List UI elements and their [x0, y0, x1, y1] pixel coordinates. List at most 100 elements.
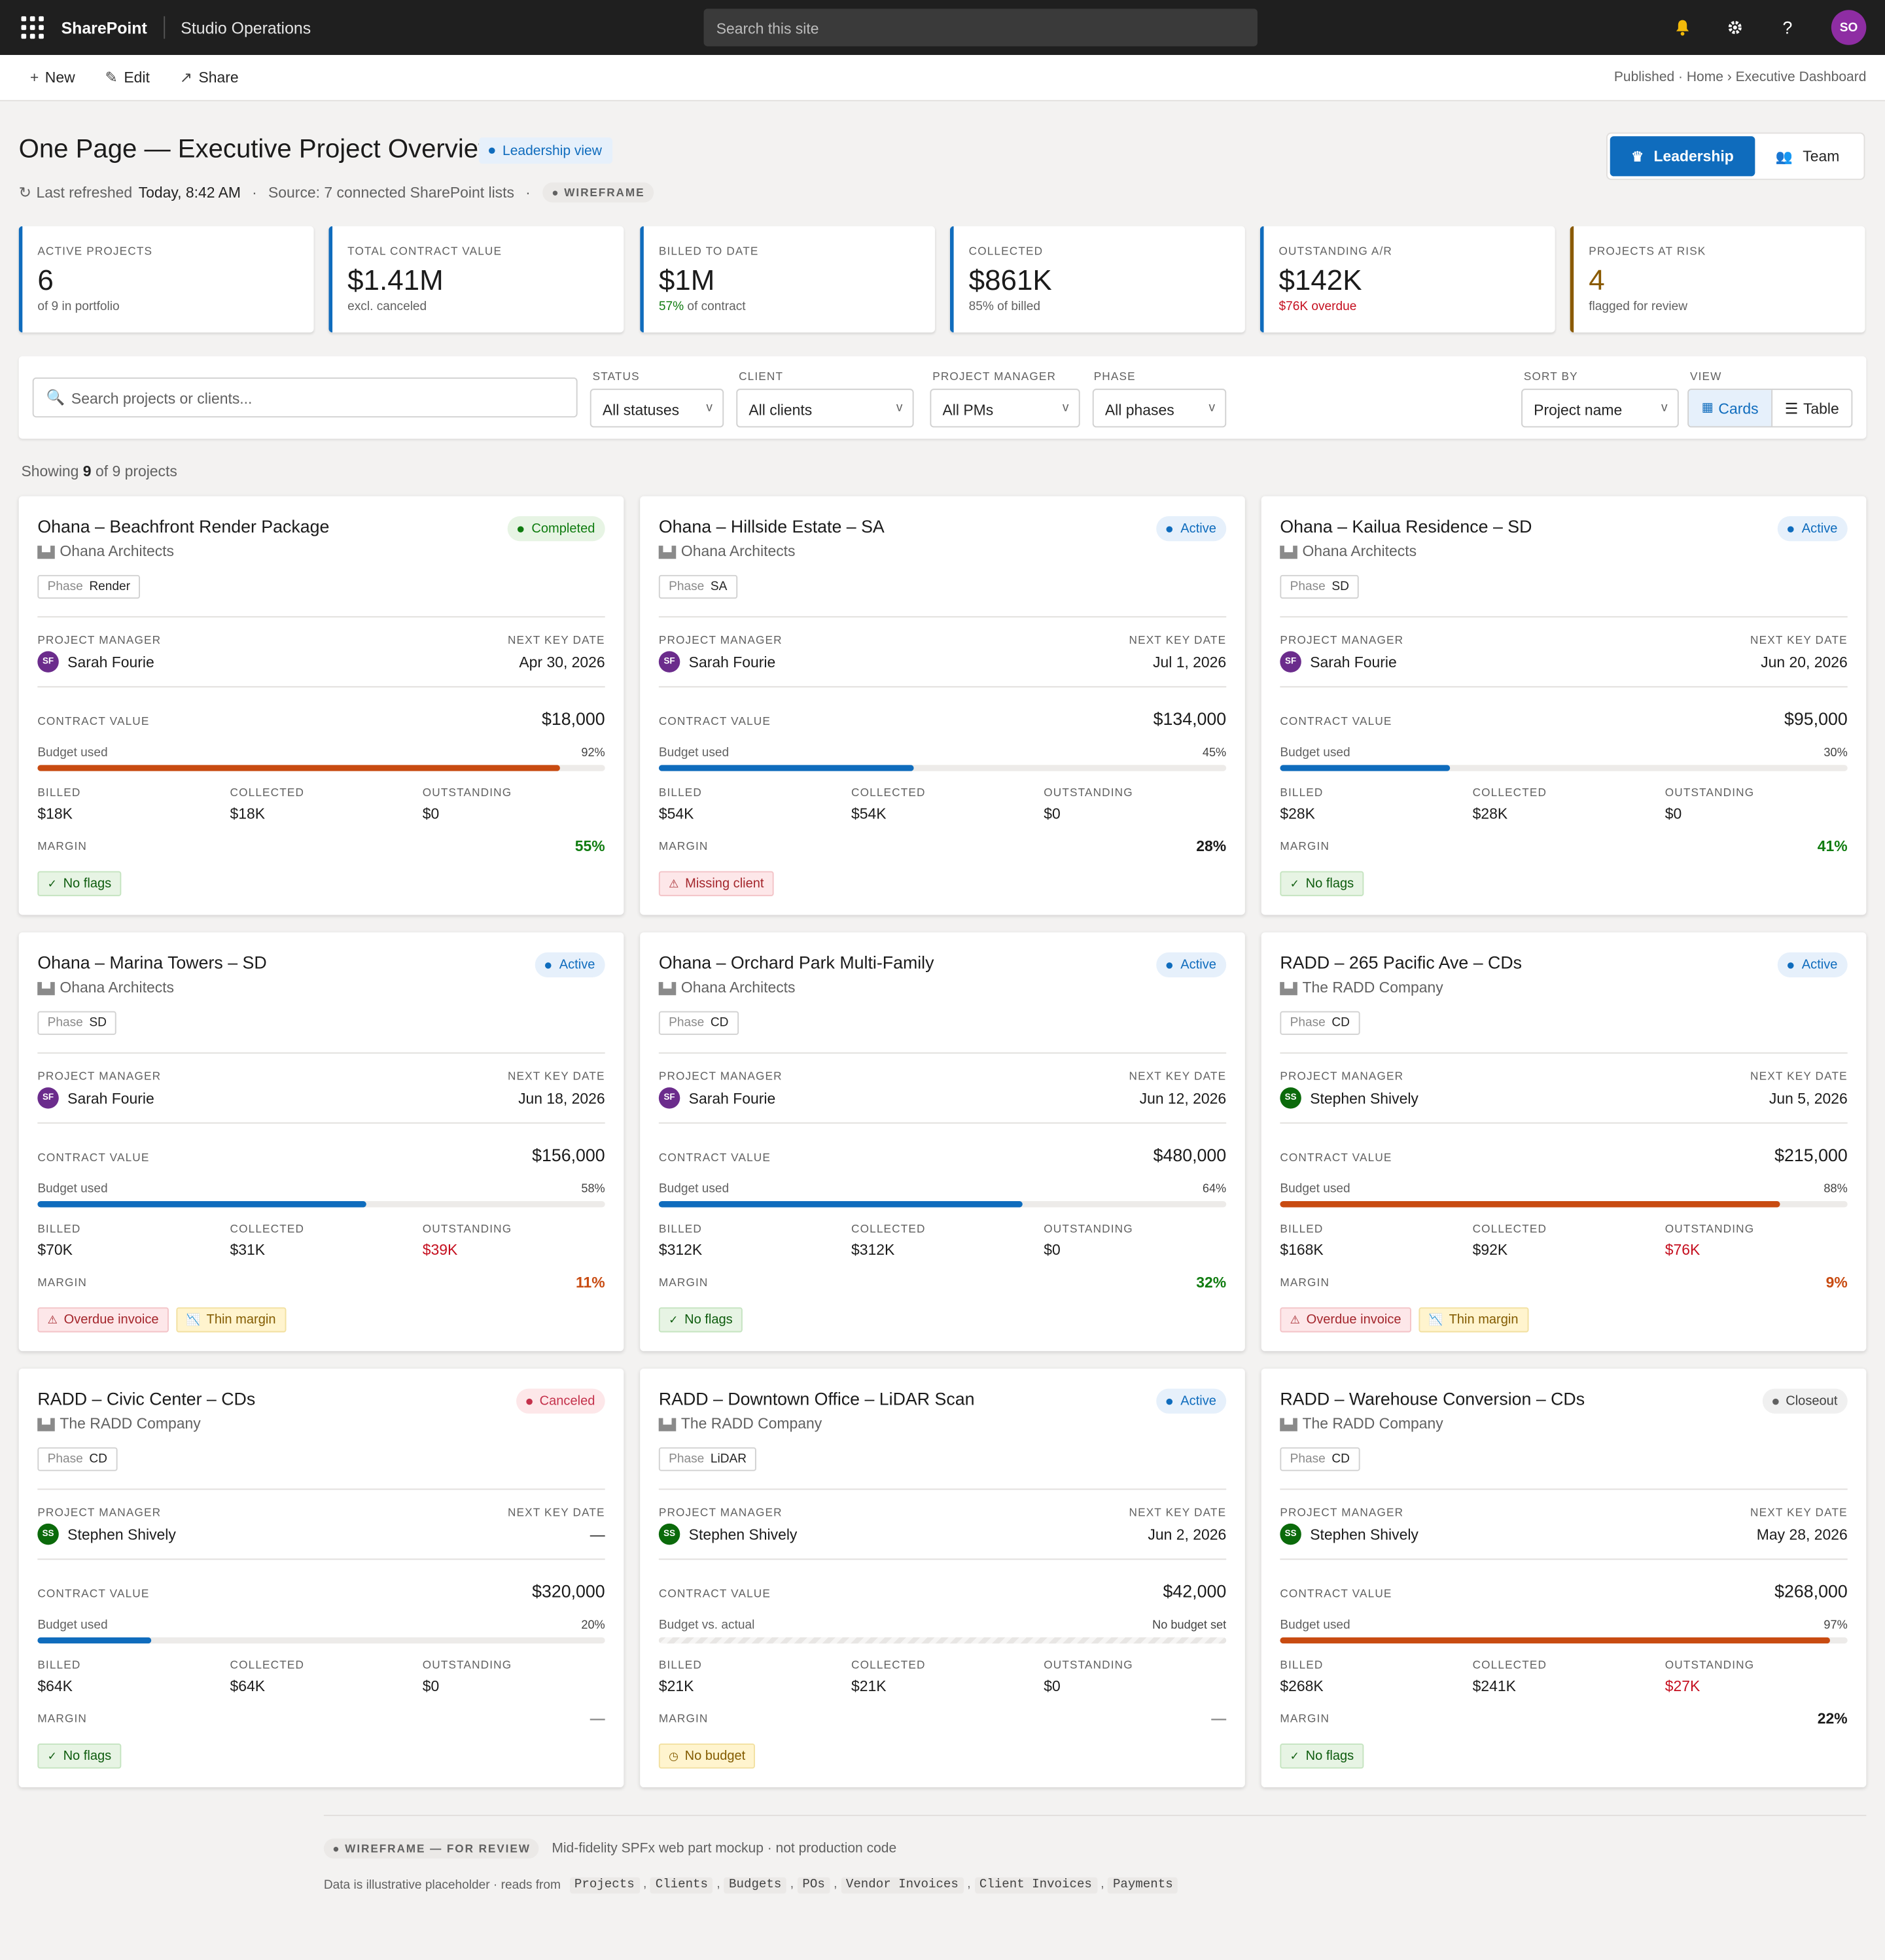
collected-value: $312K — [851, 1241, 895, 1259]
project-manager: SS Stephen Shively — [658, 1523, 797, 1545]
status-text: Active — [559, 957, 595, 973]
contract-label: CONTRACT VALUE — [658, 1587, 771, 1600]
outstanding-value: $0 — [422, 805, 440, 823]
share-button[interactable]: ↗ Share — [180, 69, 239, 86]
project-search-input[interactable]: 🔍 Search projects or clients... — [32, 377, 578, 418]
status-filter-select[interactable]: All statuses v — [590, 389, 724, 428]
showing-count: 9 — [82, 462, 92, 480]
status-badge: Active — [1156, 516, 1227, 542]
budget-progress-bar — [1280, 765, 1848, 771]
phase-value: Render — [89, 580, 131, 594]
divider — [658, 1122, 1227, 1124]
flag-list: ✓ No flags — [37, 1743, 129, 1769]
team-toggle-button[interactable]: 👥 Team — [1755, 136, 1859, 176]
help-icon[interactable]: ? — [1782, 17, 1793, 38]
sort-select[interactable]: Project name v — [1521, 389, 1679, 428]
collected-value: $92K — [1472, 1241, 1508, 1259]
building-icon: ▙▟ — [1280, 982, 1297, 995]
status-dot-icon — [518, 525, 524, 532]
comma: , — [643, 1877, 647, 1891]
contract-value: $480,000 — [1153, 1145, 1227, 1165]
phase-label: Phase — [669, 1016, 705, 1030]
kpi-label: TOTAL CONTRACT VALUE — [347, 245, 502, 258]
flag-badge: ⚠ Missing client — [658, 871, 774, 896]
bell-icon[interactable] — [1674, 19, 1691, 37]
status-badge: Completed — [508, 516, 605, 542]
budget-progress-bar — [37, 1200, 605, 1208]
contract-value: $268,000 — [1774, 1581, 1848, 1601]
building-icon: ▙▟ — [658, 1418, 677, 1431]
contract-value: $320,000 — [532, 1581, 605, 1601]
status-badge: Active — [1156, 952, 1227, 978]
footer-note: ● WIREFRAME — FOR REVIEW Mid-fidelity SPF… — [323, 1838, 896, 1859]
flag-list: ◷ No budget — [658, 1743, 763, 1769]
phase-tag: Phase CD — [1280, 1447, 1360, 1471]
kpi-card: PROJECTS AT RISK 4 flagged for review — [1570, 226, 1865, 333]
cards-view-button[interactable]: ▦ Cards — [1689, 390, 1772, 427]
gear-icon[interactable] — [1726, 19, 1744, 37]
filter-bar: 🔍 Search projects or clients... STATUS Al… — [18, 356, 1867, 439]
flag-badge: ✓ No flags — [1280, 1743, 1364, 1769]
project-card[interactable]: RADD – Warehouse Conversion – CDs ▙▟ The R… — [1261, 1368, 1867, 1788]
site-name[interactable]: Studio Operations — [181, 18, 311, 37]
leadership-label: Leadership — [1653, 147, 1734, 166]
brand-name[interactable]: SharePoint — [61, 18, 147, 37]
table-view-button[interactable]: ☰ Table — [1771, 390, 1851, 427]
divider — [1280, 616, 1848, 618]
cards-label: Cards — [1718, 399, 1759, 417]
chevron-down-icon: v — [1062, 401, 1069, 415]
collected-label: COLLECTED — [851, 1222, 926, 1235]
project-card[interactable]: RADD – 265 Pacific Ave – CDs ▙▟ The RADD C… — [1261, 932, 1867, 1352]
app-launcher-icon[interactable] — [21, 16, 44, 39]
new-button[interactable]: + New — [30, 69, 75, 86]
comma: , — [716, 1877, 720, 1891]
budget-progress-fill — [1280, 765, 1451, 771]
project-card[interactable]: Ohana – Hillside Estate – SA ▙▟ Ohana Arch… — [640, 496, 1245, 915]
client-text: Ohana Architects — [680, 978, 796, 996]
refresh-icon[interactable]: ↻ — [18, 183, 31, 201]
budget-percent: 97% — [1823, 1619, 1848, 1633]
view-label: VIEW — [1689, 370, 1722, 383]
billed-label: BILLED — [37, 1222, 81, 1235]
project-card[interactable]: RADD – Civic Center – CDs ▙▟ The RADD Comp… — [18, 1368, 624, 1788]
wireframe-label: WIREFRAME — [564, 186, 645, 199]
project-card[interactable]: Ohana – Kailua Residence – SD ▙▟ Ohana Arc… — [1261, 496, 1867, 915]
next-key-date: May 28, 2026 — [1756, 1526, 1848, 1544]
breadcrumb[interactable]: Published · Home › Executive Dashboard — [1613, 69, 1867, 85]
project-card[interactable]: Ohana – Orchard Park Multi-Family ▙▟ Ohana… — [640, 932, 1245, 1352]
pencil-icon: ✎ — [105, 69, 118, 86]
pm-avatar: SF — [37, 651, 59, 673]
kpi-label: OUTSTANDING A/R — [1278, 245, 1392, 258]
pm-filter-select[interactable]: All PMs v — [930, 389, 1080, 428]
project-card[interactable]: Ohana – Beachfront Render Package ▙▟ Ohana… — [18, 496, 624, 915]
kpi-sub-text: flagged for review — [1589, 300, 1688, 314]
edit-button[interactable]: ✎ Edit — [105, 69, 150, 86]
flag-list: ⚠ Missing client — [658, 871, 781, 896]
client-filter-select[interactable]: All clients v — [736, 389, 914, 428]
kpi-subtext: 85% of billed — [969, 300, 1230, 314]
next-date-label: NEXT KEY DATE — [1129, 633, 1227, 646]
flag-text: Thin margin — [1449, 1312, 1519, 1327]
outstanding-label: OUTSTANDING — [422, 1658, 512, 1671]
flag-badge: 📉 Thin margin — [176, 1307, 286, 1333]
flag-badge: 📉 Thin margin — [1418, 1307, 1528, 1333]
budget-progress-bar — [1280, 1637, 1848, 1644]
pm-avatar: SS — [1280, 1087, 1301, 1109]
outstanding-label: OUTSTANDING — [1665, 1222, 1755, 1235]
leadership-toggle-button[interactable]: ♛ Leadership — [1610, 136, 1755, 177]
phase-value: CD — [710, 1016, 729, 1030]
phase-filter-select[interactable]: All phases v — [1092, 389, 1227, 428]
project-card[interactable]: Ohana – Marina Towers – SD ▙▟ Ohana Archit… — [18, 932, 624, 1352]
phase-label: Phase — [1290, 1452, 1326, 1467]
outstanding-label: OUTSTANDING — [1044, 1222, 1133, 1235]
divider — [1280, 686, 1848, 688]
status-text: Canceled — [539, 1393, 595, 1409]
site-search-input[interactable]: Search this site — [703, 9, 1258, 46]
user-avatar[interactable]: SO — [1831, 10, 1867, 45]
source-text: Source: 7 connected SharePoint lists — [268, 183, 514, 201]
pm-name: Sarah Fourie — [688, 1089, 776, 1107]
client-text: The RADD Company — [680, 1414, 822, 1433]
project-card[interactable]: RADD – Downtown Office – LiDAR Scan ▙▟ The… — [640, 1368, 1245, 1788]
client-name: ▙▟ The RADD Company — [1280, 1415, 1443, 1433]
pm-label: PROJECT MANAGER — [37, 1070, 162, 1083]
